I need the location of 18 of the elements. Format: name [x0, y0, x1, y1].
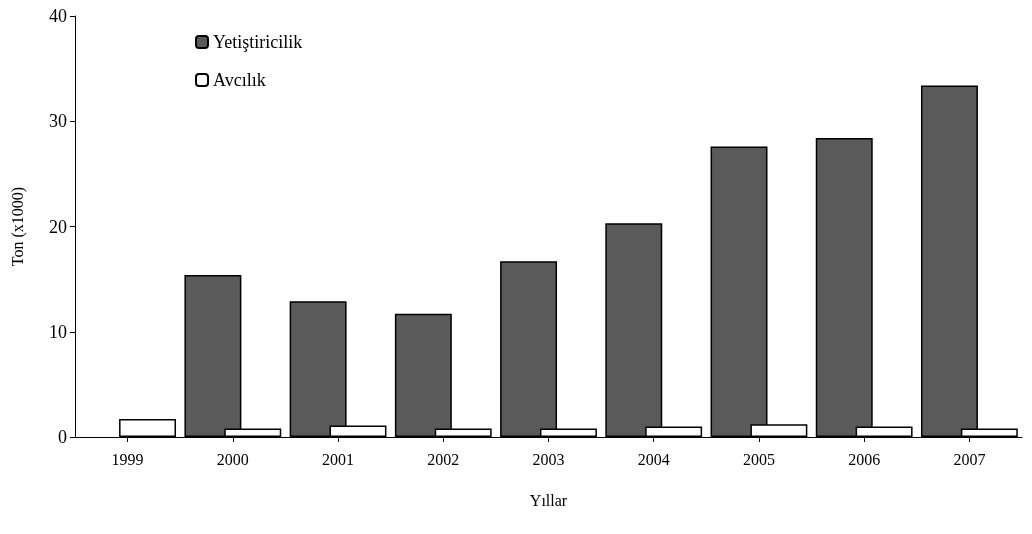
x-axis-title: Yıllar: [529, 491, 568, 509]
y-tick-label: 40: [49, 6, 67, 26]
x-tick-label: 2000: [216, 450, 249, 468]
x-tick-label: 2006: [848, 450, 881, 468]
y-axis-title: Ton (x1000): [8, 186, 27, 267]
y-tick-label: 20: [49, 216, 67, 237]
x-tick-label: 2002: [427, 450, 460, 468]
x-tick-label: 2001: [322, 450, 355, 468]
y-tick-label: 10: [49, 321, 67, 342]
x-tick-label: 2005: [742, 450, 775, 468]
legend-label: Avcılık: [213, 70, 266, 90]
x-tick-label: 1999: [111, 450, 144, 468]
x-tick-label: 2007: [953, 450, 986, 468]
x-tick-label: 2003: [532, 450, 565, 468]
y-tick-label: 0: [58, 427, 67, 447]
legend-label: Yetiştiricilik: [213, 32, 303, 52]
y-tick-label: 30: [49, 111, 67, 132]
x-tick-label: 2004: [637, 450, 670, 468]
